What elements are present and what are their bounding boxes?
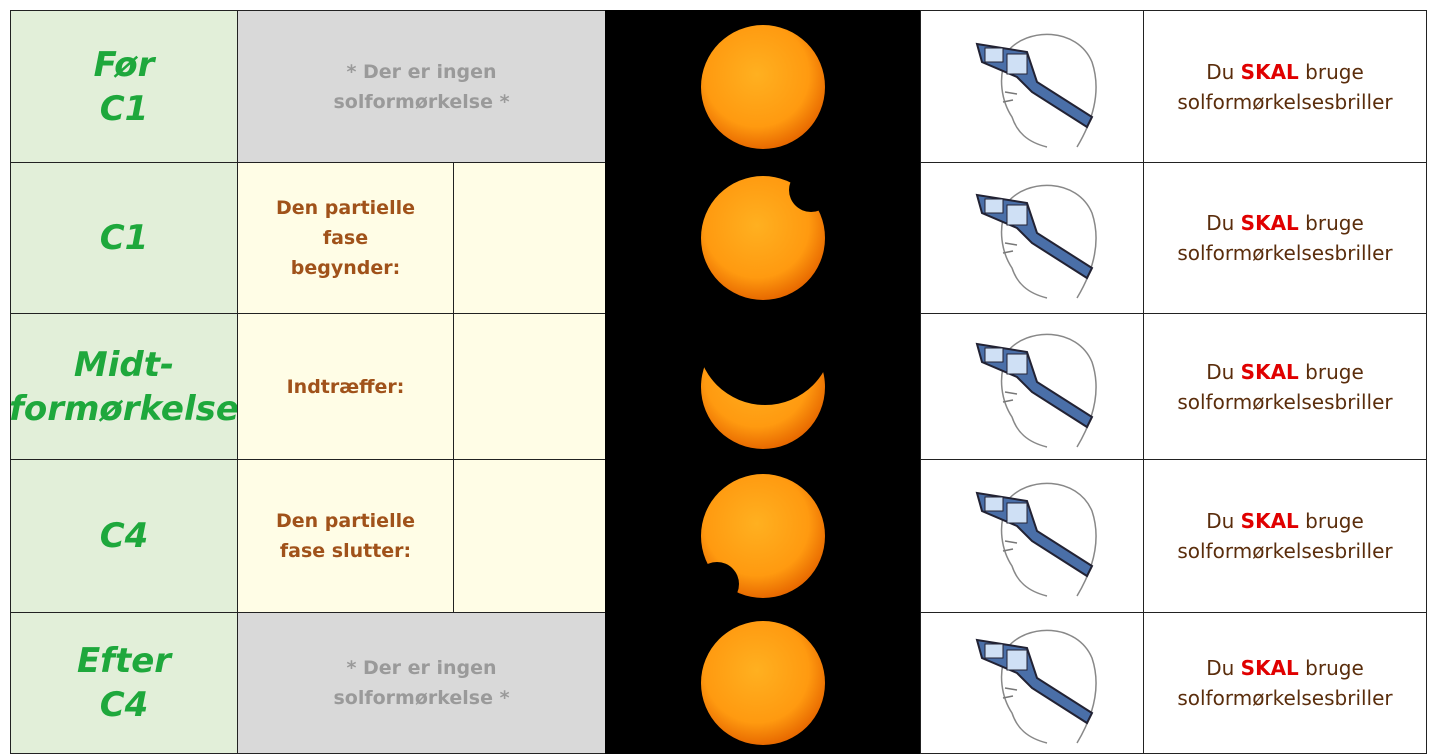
time-cell: [453, 162, 606, 314]
instruction-after: bruge: [1305, 211, 1364, 235]
phase-label: Midt-: [74, 343, 174, 387]
instruction-before: Du: [1206, 656, 1234, 680]
image-cell: [605, 162, 921, 314]
icon-cell: [920, 162, 1144, 314]
glasses-icon: [957, 322, 1107, 452]
time-cell: [453, 459, 606, 613]
icon-cell: [920, 313, 1144, 460]
phase-cell: C1: [10, 162, 238, 314]
instruction-line: Du SKAL bruge: [1206, 57, 1364, 87]
instruction-line: Du SKAL bruge: [1206, 653, 1364, 683]
sun-image: [693, 613, 833, 753]
note-text: solformørkelse *: [333, 683, 509, 713]
glasses-icon: [957, 471, 1107, 601]
instruction-emphasis: SKAL: [1241, 211, 1299, 235]
note-text: * Der er ingen: [346, 653, 496, 683]
eclipse-table: FørC1* Der er ingensolformørkelse *Du SK…: [0, 0, 1429, 753]
glasses-icon: [957, 22, 1107, 152]
instruction-before: Du: [1206, 211, 1234, 235]
instruction-line: Du SKAL bruge: [1206, 208, 1364, 238]
instruction-before: Du: [1206, 60, 1234, 84]
description-text: fase slutter:: [280, 536, 411, 566]
instruction-emphasis: SKAL: [1241, 360, 1299, 384]
glasses-icon: [957, 173, 1107, 303]
image-cell: [605, 612, 921, 754]
description-text: Den partielle: [276, 506, 415, 536]
instruction-before: Du: [1206, 509, 1234, 533]
instruction-line2: solformørkelsesbriller: [1177, 683, 1392, 713]
phase-label: C1: [100, 216, 149, 260]
note-text: solformørkelse *: [333, 87, 509, 117]
instruction-emphasis: SKAL: [1241, 509, 1299, 533]
instruction-after: bruge: [1305, 509, 1364, 533]
image-cell: [605, 313, 921, 460]
sun-image: [693, 168, 833, 308]
phase-label: Efter: [77, 639, 171, 683]
instruction-line2: solformørkelsesbriller: [1177, 536, 1392, 566]
instruction-line2: solformørkelsesbriller: [1177, 238, 1392, 268]
sun-image: [693, 17, 833, 157]
instruction-line2: solformørkelsesbriller: [1177, 387, 1392, 417]
description-text: begynder:: [291, 253, 400, 283]
icon-cell: [920, 10, 1144, 163]
phase-label: Før: [94, 43, 155, 87]
image-cell: [605, 10, 921, 163]
description-cell: Indtræffer:: [237, 313, 454, 460]
note-text: * Der er ingen: [346, 57, 496, 87]
instruction-after: bruge: [1305, 656, 1364, 680]
image-cell: [605, 459, 921, 613]
icon-cell: [920, 612, 1144, 754]
glasses-icon: [957, 618, 1107, 748]
phase-label: C1: [100, 87, 149, 131]
description-text: Den partielle: [276, 193, 415, 223]
phase-label: C4: [100, 514, 149, 558]
instruction-after: bruge: [1305, 60, 1364, 84]
phase-cell: Midt-formørkelse: [10, 313, 238, 460]
description-text: Indtræffer:: [287, 372, 405, 402]
instruction-after: bruge: [1305, 360, 1364, 384]
sun-image: [693, 317, 833, 457]
sun-image: [693, 466, 833, 606]
time-cell: [453, 313, 606, 460]
instruction-emphasis: SKAL: [1241, 60, 1299, 84]
instruction-emphasis: SKAL: [1241, 656, 1299, 680]
description-text: fase: [323, 223, 368, 253]
phase-label: C4: [100, 683, 149, 727]
instruction-line: Du SKAL bruge: [1206, 357, 1364, 387]
phase-cell: C4: [10, 459, 238, 613]
icon-cell: [920, 459, 1144, 613]
instruction-line2: solformørkelsesbriller: [1177, 87, 1392, 117]
phase-label: formørkelse: [9, 387, 239, 431]
instruction-before: Du: [1206, 360, 1234, 384]
instruction-line: Du SKAL bruge: [1206, 506, 1364, 536]
